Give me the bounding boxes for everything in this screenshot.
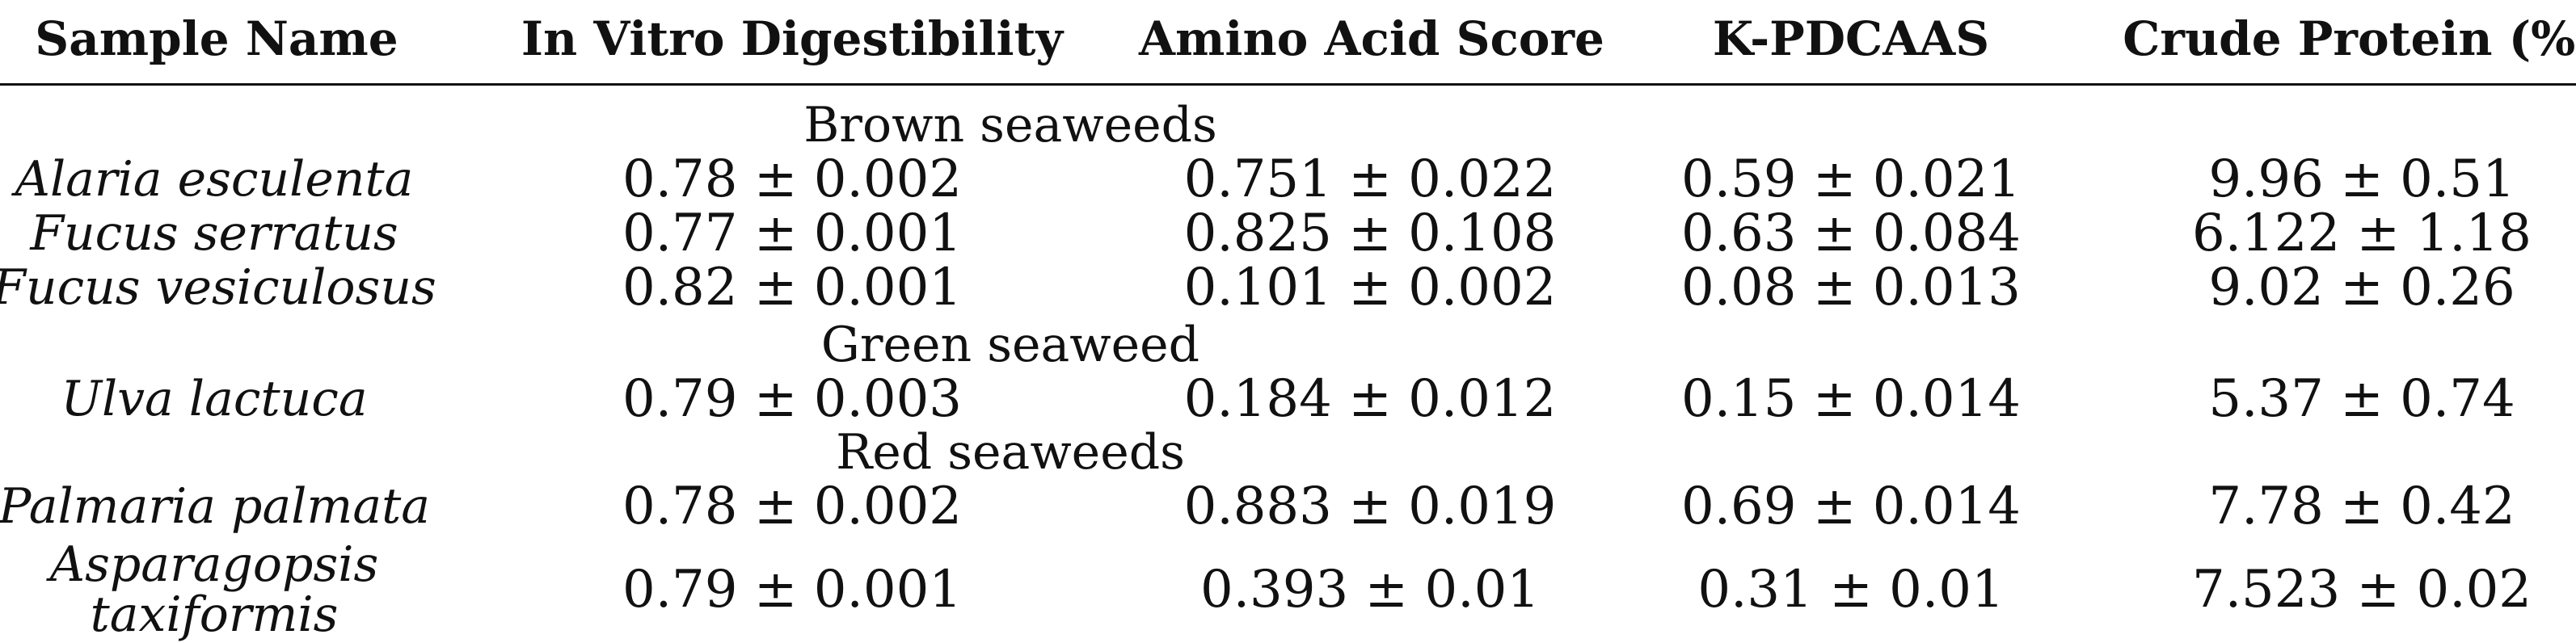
crude-protein-cell: 7.78 ± 0.42	[2208, 477, 2515, 536]
header-rule	[0, 83, 2576, 86]
header-k-pdcaas: K-PDCAAS	[1712, 11, 1990, 66]
k-pdcaas-cell: 0.08 ± 0.013	[1680, 258, 2022, 317]
crude-protein-cell: 5.37 ± 0.74	[2208, 369, 2515, 429]
k-pdcaas-cell: 0.69 ± 0.014	[1680, 477, 2022, 536]
crude-protein-cell: 7.523 ± 0.02	[2191, 560, 2532, 620]
crude-protein-cell: 9.02 ± 0.26	[2208, 258, 2515, 317]
in-vitro-cell: 0.78 ± 0.002	[622, 149, 963, 209]
sample-name-line: taxiformis	[90, 586, 339, 643]
k-pdcaas-cell: 0.31 ± 0.01	[1697, 560, 2005, 620]
header-sample-name: Sample Name	[35, 11, 398, 66]
header-amino-acid-score: Amino Acid Score	[1139, 11, 1604, 66]
amino-acid-cell: 0.393 ± 0.01	[1199, 560, 1541, 620]
sample-name-cell: Palmaria palmata	[0, 478, 430, 535]
in-vitro-cell: 0.79 ± 0.003	[622, 369, 963, 429]
amino-acid-cell: 0.184 ± 0.012	[1183, 369, 1557, 429]
header-crude-protein: Crude Protein (%)	[2123, 11, 2576, 66]
header-row: Sample Name In Vitro Digestibility Amino…	[0, 0, 2576, 81]
sample-name-cell: Fucus serratus	[30, 205, 398, 262]
sample-name-line: Asparagopsis	[49, 536, 379, 593]
k-pdcaas-cell: 0.59 ± 0.021	[1680, 149, 2022, 209]
in-vitro-cell: 0.82 ± 0.001	[622, 258, 963, 317]
amino-acid-cell: 0.825 ± 0.108	[1183, 204, 1557, 263]
group-label-red: Red seaweeds	[836, 424, 1185, 481]
amino-acid-cell: 0.751 ± 0.022	[1183, 149, 1557, 209]
amino-acid-cell: 0.883 ± 0.019	[1183, 477, 1557, 536]
in-vitro-cell: 0.79 ± 0.001	[622, 560, 963, 620]
in-vitro-cell: 0.78 ± 0.002	[622, 477, 963, 536]
group-label-brown: Brown seaweeds	[803, 97, 1217, 153]
group-label-green: Green seaweed	[820, 317, 1200, 373]
sample-name-cell: Fucus vesiculosus	[0, 259, 436, 316]
amino-acid-cell: 0.101 ± 0.002	[1183, 258, 1557, 317]
sample-name-cell: Alaria esculenta	[15, 151, 414, 208]
crude-protein-cell: 6.122 ± 1.18	[2191, 204, 2532, 263]
in-vitro-cell: 0.77 ± 0.001	[622, 204, 963, 263]
k-pdcaas-cell: 0.15 ± 0.014	[1680, 369, 2022, 429]
crude-protein-cell: 9.96 ± 0.51	[2208, 149, 2515, 209]
sample-name-cell: Ulva lactuca	[61, 371, 368, 427]
header-in-vitro-digestibility: In Vitro Digestibility	[521, 11, 1064, 66]
sample-name-cell: Asparagopsis taxiformis	[50, 540, 378, 640]
k-pdcaas-cell: 0.63 ± 0.084	[1680, 204, 2022, 263]
